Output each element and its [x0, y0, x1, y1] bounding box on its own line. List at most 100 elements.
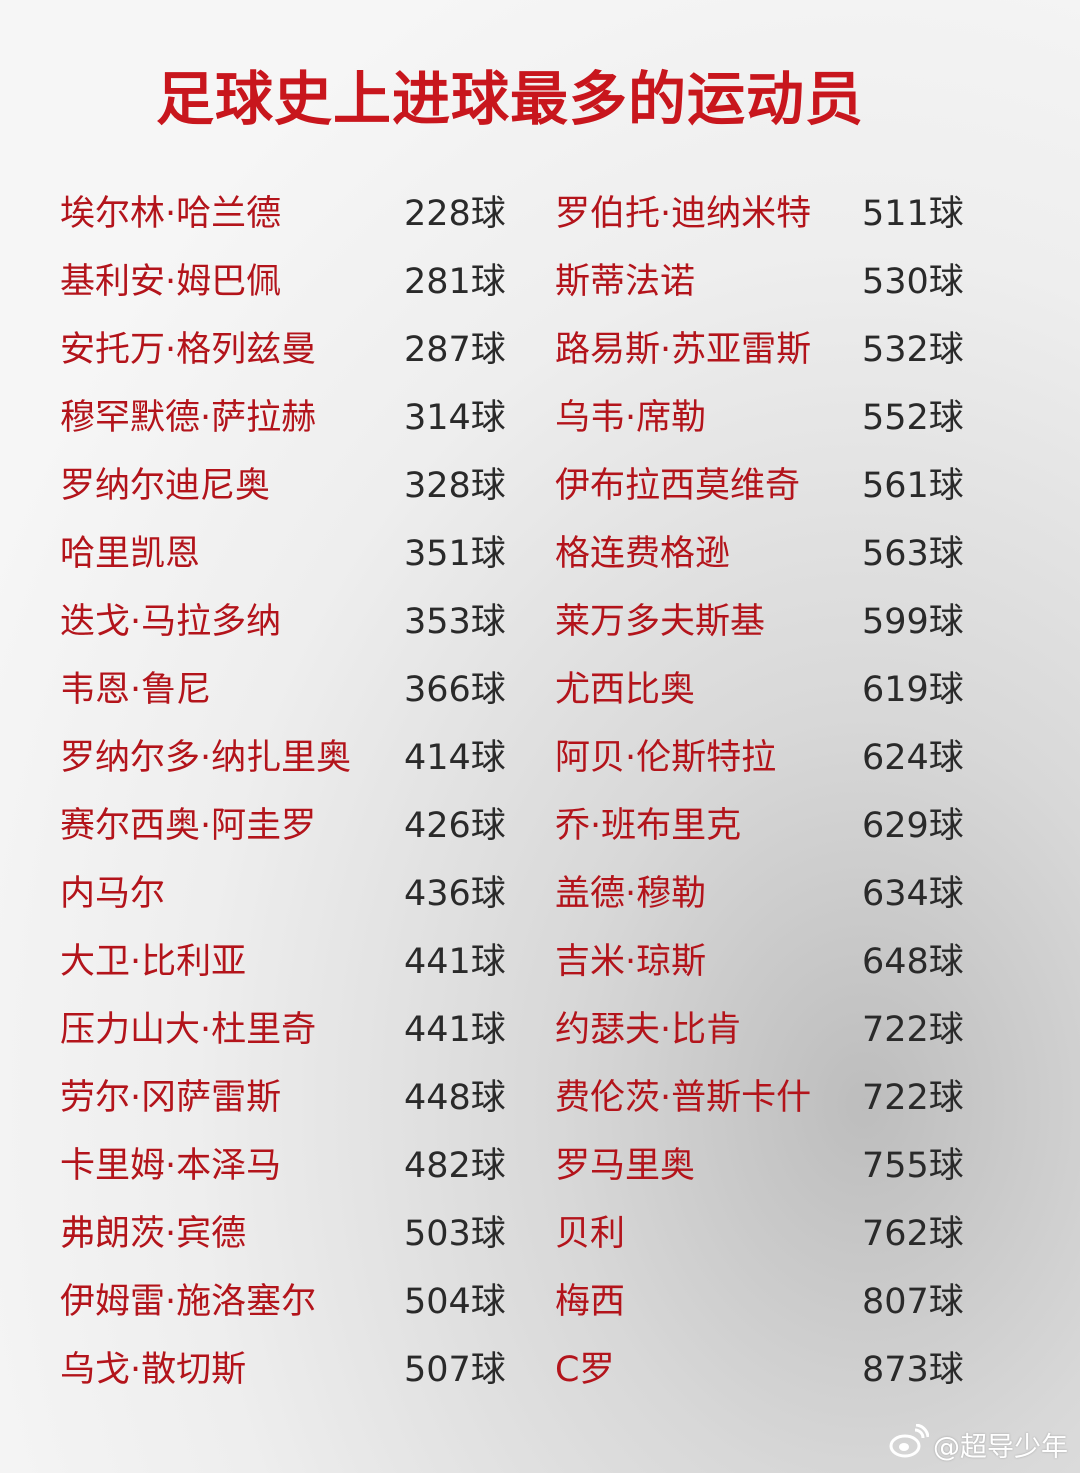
goal-count: 448球 — [404, 1077, 506, 1118]
player-row: 阿贝·伦斯特拉 624球 — [555, 720, 975, 788]
player-row: 弗朗茨·宾德 503球 — [60, 1196, 530, 1264]
goal-count: 426球 — [404, 805, 506, 846]
goal-count: 722球 — [862, 1009, 964, 1050]
player-name: 赛尔西奥·阿圭罗 — [60, 805, 317, 846]
player-row: 伊布拉西莫维奇 561球 — [555, 448, 975, 516]
goal-count: 414球 — [404, 737, 506, 778]
player-name: 压力山大·杜里奇 — [60, 1009, 317, 1050]
goal-count: 441球 — [404, 1009, 506, 1050]
player-name: 迭戈·马拉多纳 — [60, 601, 282, 642]
player-row: C罗 873球 — [555, 1332, 975, 1400]
player-row: 斯蒂法诺 530球 — [555, 244, 975, 312]
goal-count: 599球 — [862, 601, 964, 642]
goal-count: 648球 — [862, 941, 964, 982]
goal-count: 507球 — [404, 1349, 506, 1390]
goal-count: 755球 — [862, 1145, 964, 1186]
page-title: 足球史上进球最多的运动员 — [155, 65, 864, 133]
goal-count: 624球 — [862, 737, 964, 778]
player-name: 劳尔·冈萨雷斯 — [60, 1077, 282, 1118]
player-name: 安托万·格列兹曼 — [60, 329, 317, 370]
goal-count: 441球 — [404, 941, 506, 982]
player-name: 哈里凯恩 — [60, 533, 201, 574]
player-row: 乌戈·散切斯 507球 — [60, 1332, 530, 1400]
player-name: 乌戈·散切斯 — [60, 1349, 247, 1390]
player-row: 迭戈·马拉多纳 353球 — [60, 584, 530, 652]
player-name: 阿贝·伦斯特拉 — [555, 737, 777, 778]
player-name: 乌韦·席勒 — [555, 397, 707, 438]
player-row: 路易斯·苏亚雷斯 532球 — [555, 312, 975, 380]
player-name: 埃尔林·哈兰德 — [60, 193, 282, 234]
watermark: @超导少年 — [889, 1423, 1068, 1465]
player-row: 盖德·穆勒 634球 — [555, 856, 975, 924]
player-row: 韦恩·鲁尼 366球 — [60, 652, 530, 720]
goal-count: 228球 — [404, 193, 506, 234]
player-row: 乔·班布里克 629球 — [555, 788, 975, 856]
player-name: 莱万多夫斯基 — [555, 601, 766, 642]
goal-count: 503球 — [404, 1213, 506, 1254]
player-name: 斯蒂法诺 — [555, 261, 696, 302]
player-name: 卡里姆·本泽马 — [60, 1145, 282, 1186]
goal-count: 634球 — [862, 873, 964, 914]
player-row: 罗纳尔多·纳扎里奥 414球 — [60, 720, 530, 788]
goal-count: 629球 — [862, 805, 964, 846]
goal-count: 281球 — [404, 261, 506, 302]
goal-count: 722球 — [862, 1077, 964, 1118]
goal-count: 351球 — [404, 533, 506, 574]
player-row: 安托万·格列兹曼 287球 — [60, 312, 530, 380]
player-name: 穆罕默德·萨拉赫 — [60, 397, 317, 438]
player-row: 基利安·姆巴佩 281球 — [60, 244, 530, 312]
player-name: 伊姆雷·施洛塞尔 — [60, 1281, 317, 1322]
goal-count: 552球 — [862, 397, 964, 438]
goal-count: 314球 — [404, 397, 506, 438]
player-name: 大卫·比利亚 — [60, 941, 247, 982]
weibo-icon — [889, 1423, 930, 1465]
goal-count: 328球 — [404, 465, 506, 506]
goal-count: 762球 — [862, 1213, 964, 1254]
player-row: 吉米·琼斯 648球 — [555, 924, 975, 992]
player-name: 弗朗茨·宾德 — [60, 1213, 247, 1254]
player-row: 莱万多夫斯基 599球 — [555, 584, 975, 652]
player-row: 伊姆雷·施洛塞尔 504球 — [60, 1264, 530, 1332]
player-name: 格连费格逊 — [555, 533, 731, 574]
player-name: 罗马里奥 — [555, 1145, 696, 1186]
goal-count: 353球 — [404, 601, 506, 642]
player-name: C罗 — [555, 1349, 615, 1390]
player-name: 内马尔 — [60, 873, 166, 914]
goal-count: 873球 — [862, 1349, 964, 1390]
player-row: 罗纳尔迪尼奥 328球 — [60, 448, 530, 516]
goal-count: 532球 — [862, 329, 964, 370]
player-name: 罗纳尔迪尼奥 — [60, 465, 271, 506]
goal-count: 530球 — [862, 261, 964, 302]
player-row: 卡里姆·本泽马 482球 — [60, 1128, 530, 1196]
player-row: 劳尔·冈萨雷斯 448球 — [60, 1060, 530, 1128]
goal-count: 436球 — [404, 873, 506, 914]
player-row: 赛尔西奥·阿圭罗 426球 — [60, 788, 530, 856]
player-name: 乔·班布里克 — [555, 805, 742, 846]
player-row: 尤西比奥 619球 — [555, 652, 975, 720]
player-name: 吉米·琼斯 — [555, 941, 707, 982]
player-row: 格连费格逊 563球 — [555, 516, 975, 584]
watermark-text: @超导少年 — [933, 1432, 1068, 1463]
player-name: 罗伯托·迪纳米特 — [555, 193, 812, 234]
goal-count: 511球 — [862, 193, 964, 234]
player-name: 韦恩·鲁尼 — [60, 669, 212, 710]
player-name: 尤西比奥 — [555, 669, 696, 710]
goal-count: 563球 — [862, 533, 964, 574]
player-row: 梅西 807球 — [555, 1264, 975, 1332]
player-name: 伊布拉西莫维奇 — [555, 465, 801, 506]
player-row: 约瑟夫·比肯 722球 — [555, 992, 975, 1060]
player-row: 罗马里奥 755球 — [555, 1128, 975, 1196]
goal-count: 561球 — [862, 465, 964, 506]
player-name: 约瑟夫·比肯 — [555, 1009, 742, 1050]
player-row: 埃尔林·哈兰德 228球 — [60, 176, 530, 244]
player-name: 罗纳尔多·纳扎里奥 — [60, 737, 352, 778]
right-column: 罗伯托·迪纳米特 511球斯蒂法诺 530球路易斯·苏亚雷斯 532球乌韦·席勒 552… — [555, 176, 975, 1400]
player-name: 梅西 — [555, 1281, 626, 1322]
left-column: 埃尔林·哈兰德 228球基利安·姆巴佩 281球安托万·格列兹曼 287球穆罕默德·萨… — [60, 176, 530, 1400]
goal-count: 482球 — [404, 1145, 506, 1186]
player-row: 大卫·比利亚 441球 — [60, 924, 530, 992]
player-row: 乌韦·席勒 552球 — [555, 380, 975, 448]
player-row: 费伦茨·普斯卡什 722球 — [555, 1060, 975, 1128]
goal-count: 287球 — [404, 329, 506, 370]
player-row: 贝利 762球 — [555, 1196, 975, 1264]
